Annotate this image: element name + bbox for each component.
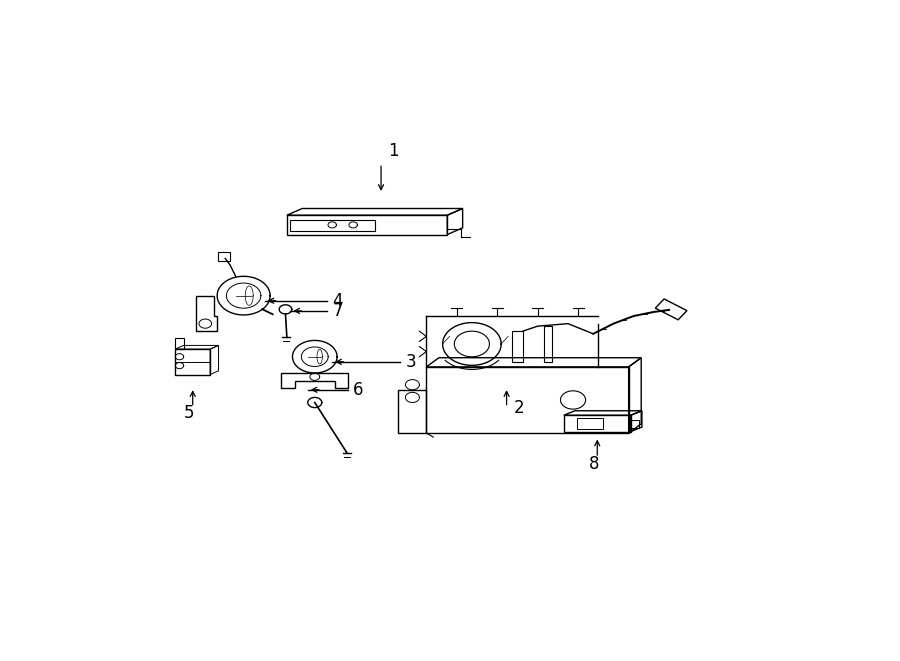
Text: 4: 4 <box>332 292 343 310</box>
Bar <box>544 326 552 362</box>
Text: 3: 3 <box>405 353 416 371</box>
Text: 2: 2 <box>514 399 524 416</box>
Text: 8: 8 <box>589 455 599 473</box>
Text: 6: 6 <box>353 381 364 399</box>
Text: 5: 5 <box>184 404 194 422</box>
Bar <box>512 331 523 362</box>
Text: 7: 7 <box>332 302 343 320</box>
Text: 1: 1 <box>388 141 399 159</box>
